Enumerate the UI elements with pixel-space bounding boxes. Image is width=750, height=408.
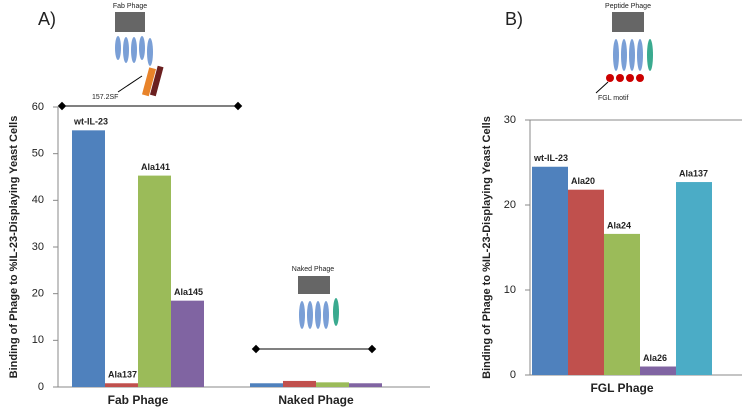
bar — [568, 189, 604, 375]
y-tick-label: 30 — [32, 241, 44, 253]
x-tick-label: Naked Phage — [278, 393, 354, 407]
panel-label: A) — [38, 9, 56, 29]
bar — [105, 383, 138, 387]
bar-label: Ala137 — [679, 168, 708, 178]
y-tick-label: 60 — [32, 101, 44, 113]
y-tick-label: 20 — [504, 199, 516, 211]
y-tick-label: 50 — [32, 148, 44, 160]
peptide-phage-illustration — [530, 12, 742, 121]
y-axis-label: Binding of Phage to %IL-23-Displaying Ye… — [8, 116, 20, 379]
bar — [532, 166, 568, 375]
y-tick-label: 10 — [504, 284, 516, 296]
x-tick-label: FGL Phage — [590, 381, 653, 395]
annotation: Fab Phage — [113, 3, 147, 10]
bar-label: Ala24 — [607, 220, 631, 230]
y-tick-label: 40 — [32, 194, 44, 206]
naked-phage-illustration — [251, 276, 377, 354]
y-tick-label: 10 — [32, 334, 44, 346]
x-tick-label: Fab Phage — [108, 393, 169, 407]
bar-label: Ala145 — [174, 287, 203, 297]
annotation: FGL motif — [598, 95, 629, 102]
bar — [640, 366, 676, 375]
bar-label: Ala20 — [571, 176, 595, 186]
annotation: Peptide Phage — [605, 3, 651, 10]
annotation: Naked Phage — [292, 266, 335, 273]
bar — [676, 182, 712, 375]
bar-label: Ala26 — [643, 353, 667, 363]
y-tick-label: 0 — [510, 369, 516, 381]
y-tick-label: 30 — [504, 114, 516, 126]
bar-label: wt-IL-23 — [533, 153, 568, 163]
bar — [138, 175, 171, 387]
y-axis-label: Binding of Phage to %IL-23-Displaying Ye… — [481, 116, 493, 379]
bar — [283, 380, 316, 387]
bar — [316, 382, 349, 387]
fab-phage-illustration — [57, 12, 243, 111]
y-tick-label: 20 — [32, 288, 44, 300]
bar — [604, 233, 640, 375]
bar — [72, 130, 105, 388]
bar-label: Ala141 — [141, 162, 170, 172]
bar-label: wt-IL-23 — [73, 117, 108, 127]
bar-label: Ala137 — [108, 370, 137, 380]
y-tick-label: 0 — [38, 381, 44, 393]
bar — [171, 300, 204, 387]
panel-label: B) — [505, 9, 523, 29]
annotation: 157.2SF — [92, 94, 118, 101]
bar — [250, 383, 283, 387]
bar — [349, 383, 382, 387]
